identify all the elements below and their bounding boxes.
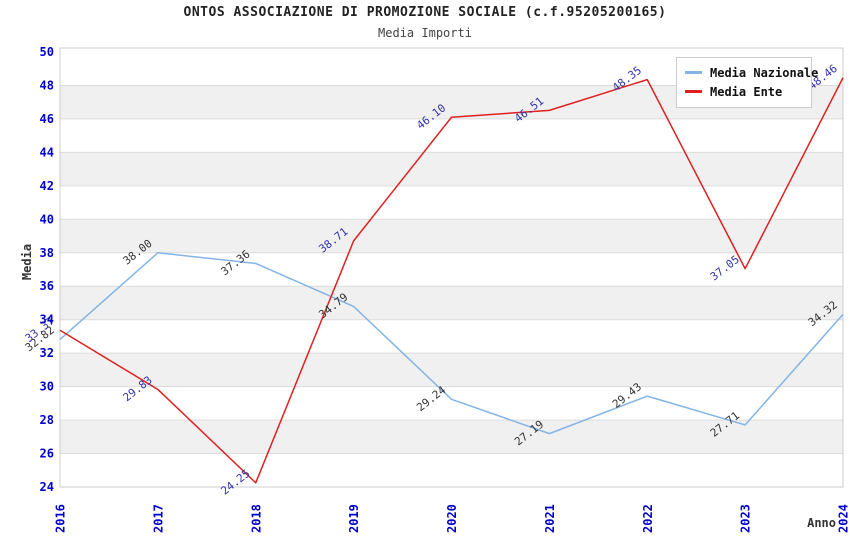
x-axis-title: Anno — [807, 516, 836, 530]
y-tick-label: 26 — [40, 447, 54, 461]
y-tick-label: 42 — [40, 179, 54, 193]
y-tick-label: 36 — [40, 279, 54, 293]
y-tick-label: 38 — [40, 246, 54, 260]
y-tick-label: 32 — [40, 346, 54, 360]
y-tick-label: 44 — [40, 145, 54, 159]
y-tick-label: 24 — [40, 480, 54, 494]
legend-label: Media Nazionale — [710, 65, 819, 80]
x-tick-label: 2024 — [837, 504, 850, 533]
x-tick-label: 2019 — [347, 504, 361, 533]
grid-band — [60, 219, 843, 253]
grid-band — [60, 152, 843, 186]
x-tick-label: 2021 — [543, 504, 557, 533]
legend: Media Nazionale Media Ente — [676, 57, 818, 108]
point-label: 29.24 — [414, 383, 448, 414]
grid-band — [60, 286, 843, 320]
chart-subtitle: Media Importi — [378, 26, 472, 40]
x-tick-label: 2018 — [249, 504, 263, 533]
series-line-media-nazionale — [59, 252, 844, 435]
y-tick-label: 46 — [40, 112, 54, 126]
grid-band — [60, 420, 843, 454]
legend-swatch — [685, 90, 702, 93]
x-tick-label: 2017 — [151, 504, 165, 533]
y-tick-label: 30 — [40, 380, 54, 394]
chart-title: ONTOS ASSOCIAZIONE DI PROMOZIONE SOCIALE… — [183, 5, 667, 20]
legend-label: Media Ente — [710, 84, 783, 99]
x-tick-label: 2020 — [445, 504, 459, 533]
y-tick-label: 34 — [40, 313, 54, 327]
y-tick-label: 48 — [40, 78, 54, 92]
y-axis-title: Media — [20, 244, 34, 280]
y-tick-label: 50 — [40, 45, 54, 59]
legend-swatch — [685, 71, 702, 74]
legend-item-media-nazionale: Media Nazionale — [685, 63, 818, 82]
y-tick-label: 28 — [40, 413, 54, 427]
plot-border — [59, 47, 844, 488]
x-tick-label: 2022 — [641, 504, 655, 533]
series-line-media-ente — [59, 77, 844, 484]
x-tick-label: 2016 — [54, 504, 68, 533]
point-label: 24.25 — [218, 467, 252, 498]
x-tick-label: 2023 — [739, 504, 753, 533]
grid-band — [60, 353, 843, 387]
y-tick-label: 40 — [40, 212, 54, 226]
legend-item-media-ente: Media Ente — [685, 82, 803, 101]
point-label: 37.05 — [708, 253, 742, 284]
